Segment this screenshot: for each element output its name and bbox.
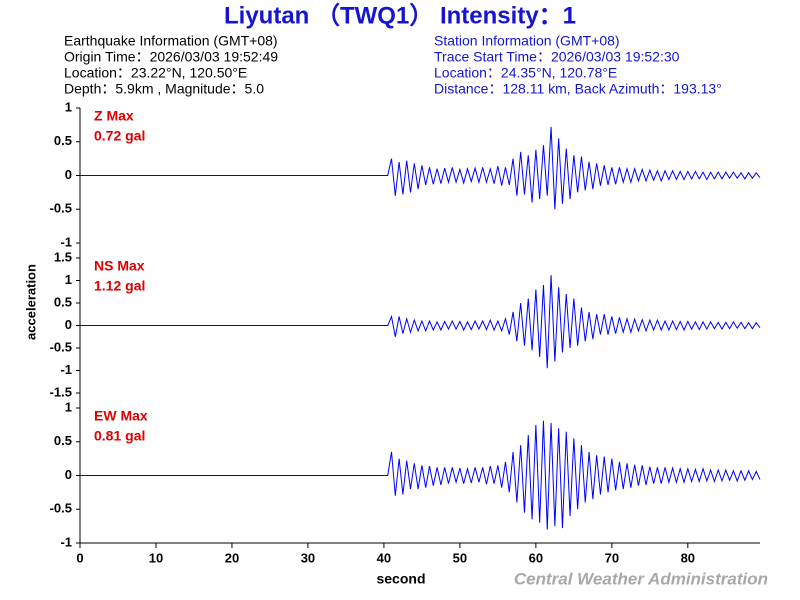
- y-tick-label: 0.5: [54, 294, 72, 309]
- y-tick-label: -1: [60, 534, 72, 549]
- max-value: 1.12 gal: [94, 278, 145, 294]
- station-info: Station Information (GMT+08): [434, 33, 620, 49]
- x-tick-label: 70: [605, 550, 619, 565]
- x-axis-label: second: [376, 571, 425, 587]
- max-label: EW Max: [94, 408, 148, 424]
- max-value: 0.72 gal: [94, 128, 145, 144]
- y-tick-label: 1.5: [54, 249, 72, 264]
- x-tick-label: 10: [149, 550, 163, 565]
- y-axis-label: acceleration: [23, 264, 38, 340]
- max-label: Z Max: [94, 108, 134, 124]
- waveform: [80, 420, 761, 530]
- y-tick-label: -0.5: [50, 339, 72, 354]
- station-info: Location：24.35°N, 120.78°E: [434, 65, 617, 81]
- station-info: Distance：128.11 km, Back Azimuth：193.13°: [434, 81, 722, 97]
- y-tick-label: -1.5: [50, 384, 72, 399]
- y-tick-label: -0.5: [50, 201, 72, 216]
- x-tick-label: 60: [529, 550, 543, 565]
- y-tick-label: -1: [60, 234, 72, 249]
- x-tick-label: 40: [377, 550, 391, 565]
- x-tick-label: 20: [225, 550, 239, 565]
- x-tick-label: 50: [453, 550, 467, 565]
- y-tick-label: -1: [60, 362, 72, 377]
- earthquake-info: Earthquake Information (GMT+08): [64, 33, 278, 49]
- y-tick-label: 1: [65, 399, 72, 414]
- y-tick-label: 1: [65, 99, 72, 114]
- y-tick-label: -0.5: [50, 501, 72, 516]
- y-tick-label: 0.5: [54, 433, 72, 448]
- earthquake-info: Origin Time：2026/03/03 19:52:49: [64, 49, 278, 65]
- y-tick-label: 0: [65, 467, 72, 482]
- earthquake-info: Location：23.22°N, 120.50°E: [64, 65, 247, 81]
- waveform: [80, 275, 761, 369]
- x-tick-label: 30: [301, 550, 315, 565]
- max-value: 0.81 gal: [94, 428, 145, 444]
- station-info: Trace Start Time：2026/03/03 19:52:30: [434, 49, 680, 65]
- y-tick-label: 0: [65, 167, 72, 182]
- y-tick-label: 0.5: [54, 133, 72, 148]
- earthquake-info: Depth：5.9km , Magnitude：5.0: [64, 81, 264, 97]
- y-tick-label: 0: [65, 317, 72, 332]
- x-tick-label: 80: [681, 550, 695, 565]
- max-label: NS Max: [94, 258, 145, 274]
- x-tick-label: 0: [76, 550, 83, 565]
- credit: Central Weather Administration: [514, 569, 768, 588]
- y-tick-label: 1: [65, 272, 72, 287]
- chart-title: Liyutan （TWQ1） Intensity：1: [224, 2, 576, 29]
- waveform: [80, 126, 761, 210]
